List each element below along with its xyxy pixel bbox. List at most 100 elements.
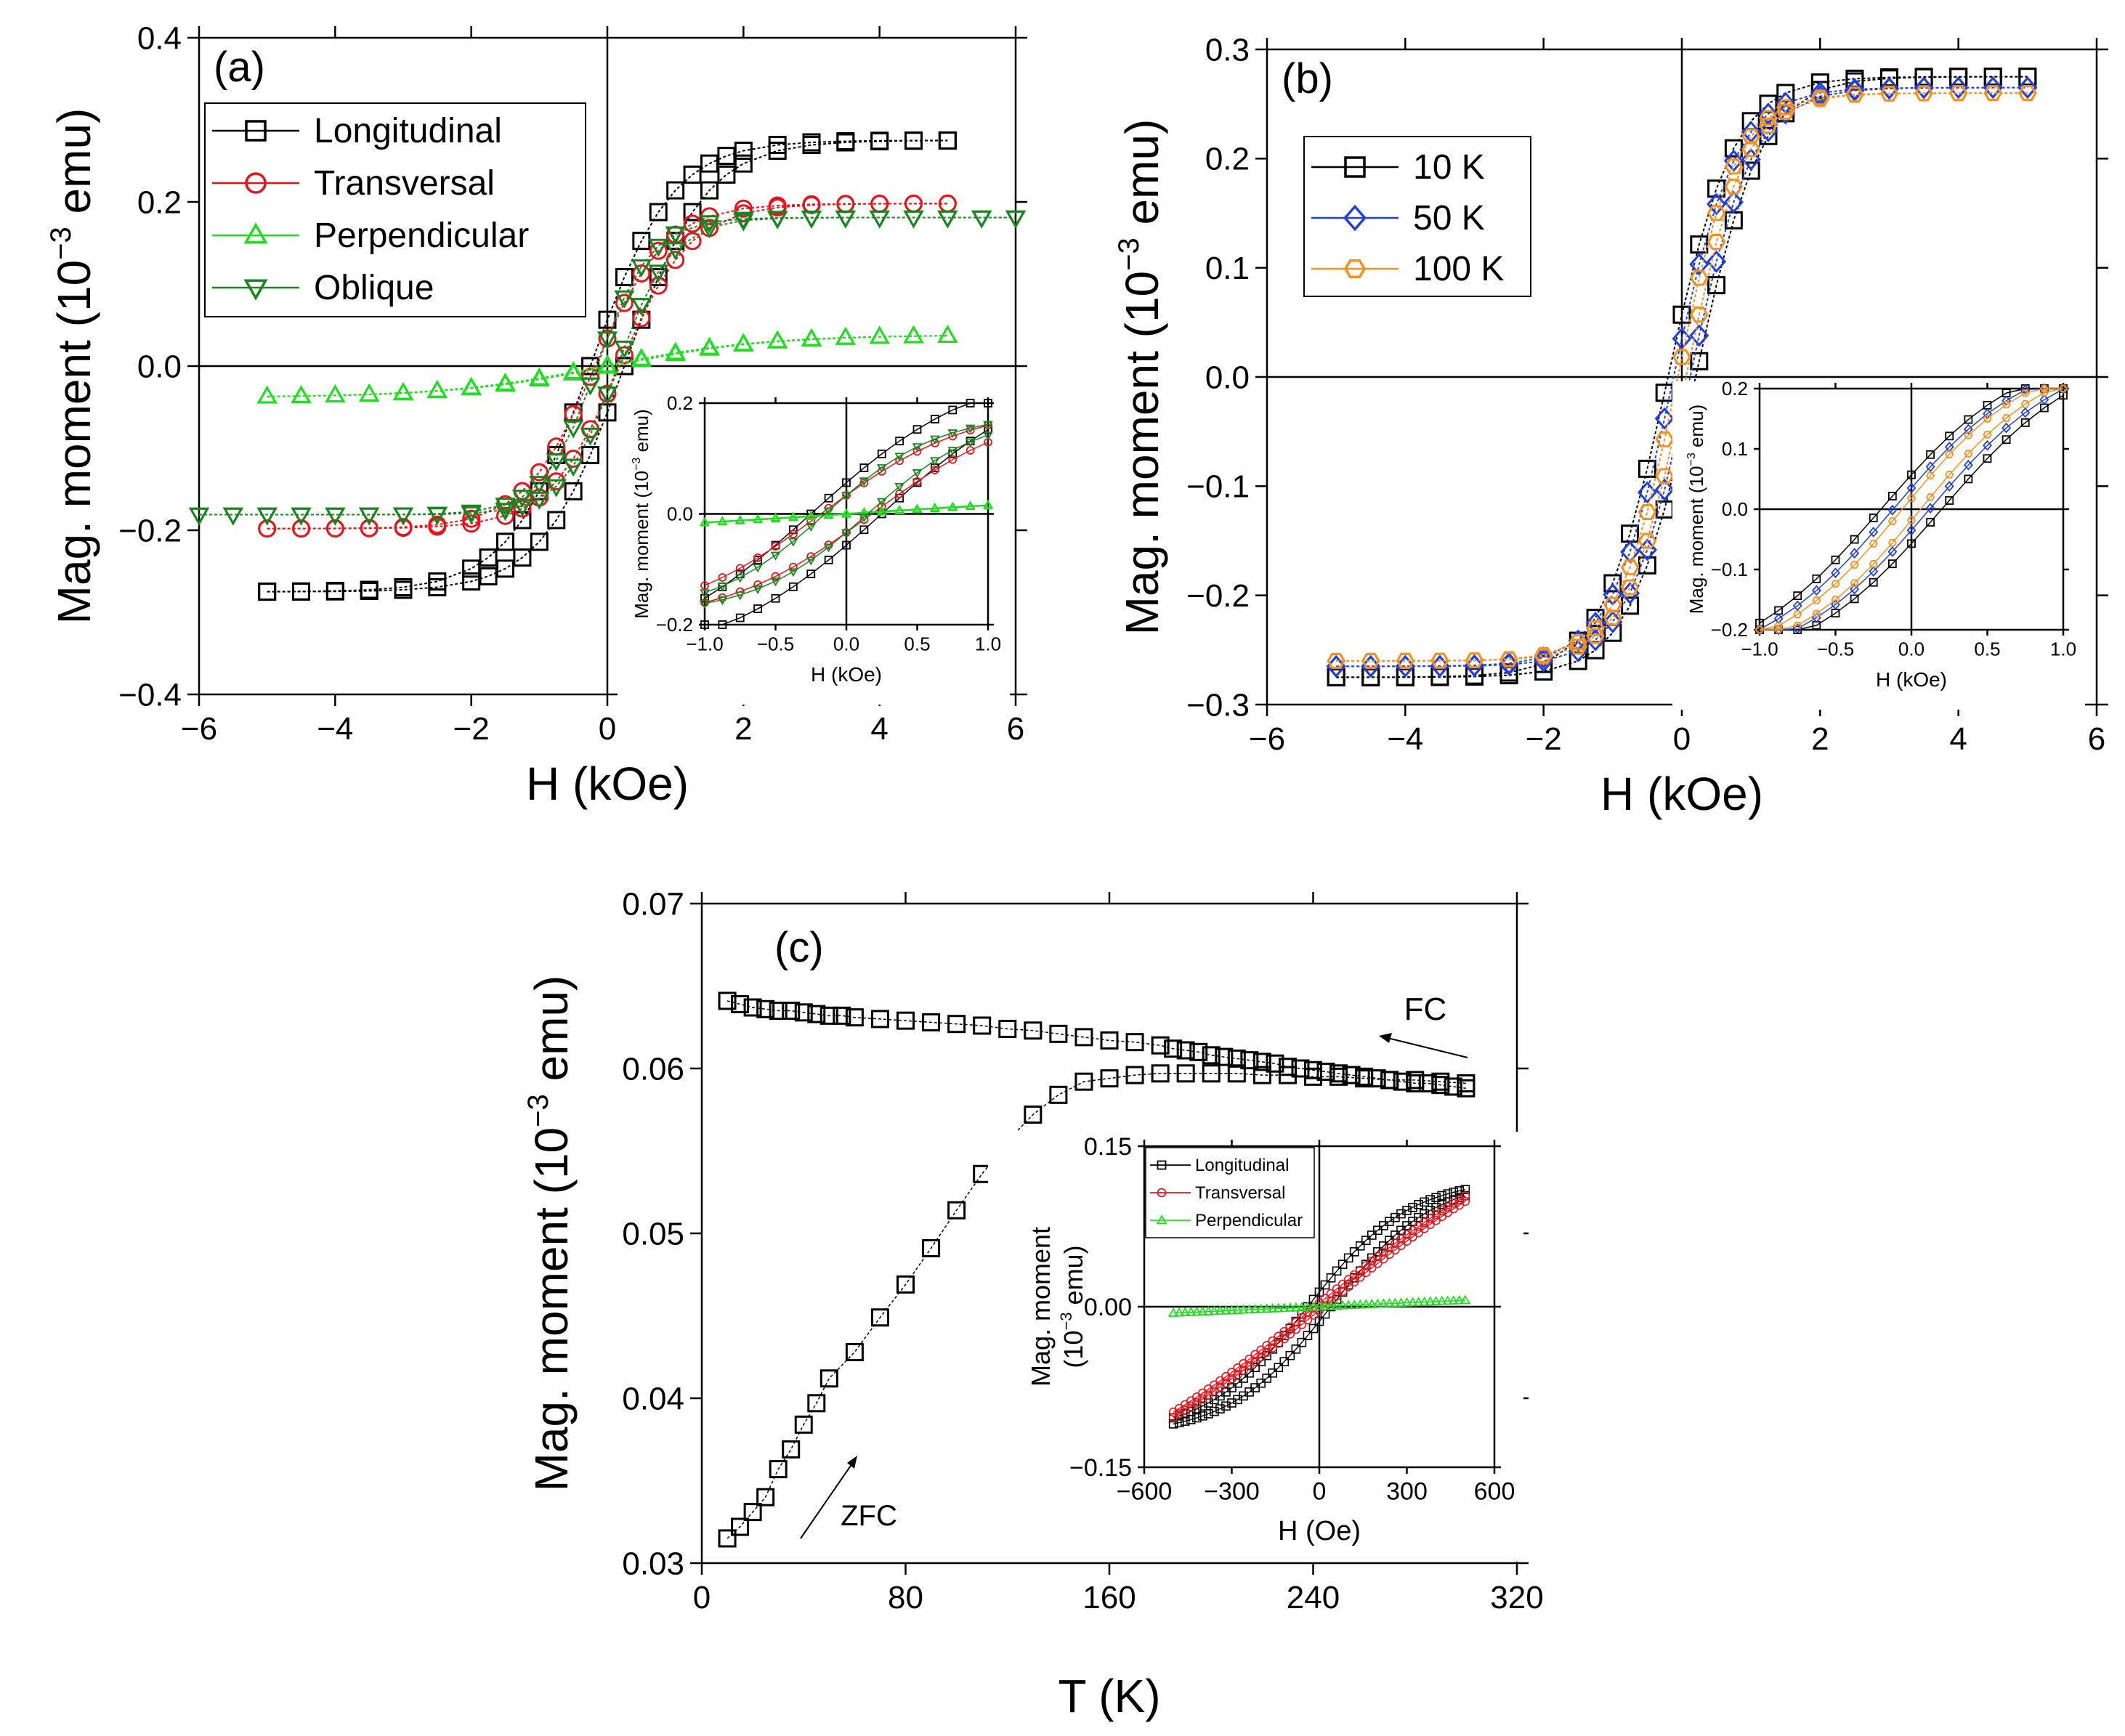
inset-data-point [1291,1344,1301,1354]
series-group [718,991,1476,1548]
inset-data-point [1279,1334,1290,1344]
data-point [1776,99,1795,115]
inset-data-point [1413,1297,1424,1306]
inset-data-point [1906,494,1916,503]
data-point [1603,574,1622,593]
data-point [1100,1031,1119,1050]
inset-data-point [770,551,781,561]
fc-annotation: FC [1404,991,1447,1027]
y-tick-label: −0.1 [1186,469,1250,505]
inset-y-axis-label: Mag. moment (10−3 emu) [631,409,652,618]
inset-data-point [1385,1236,1394,1245]
inset-background [1672,381,2085,710]
data-point [756,1488,775,1506]
inset-data-point [930,415,939,423]
inset-data-point [1186,1307,1197,1316]
legend: Longitudinal Transversal Perpendicular Obli… [204,102,586,317]
inset-data-point [912,504,923,514]
data-point [580,427,601,446]
inset-series-group [1168,1185,1470,1429]
inset-data-point [1964,474,1973,484]
data-point [426,380,448,399]
x-tick-label: 0.5 [1974,638,2000,660]
data-point [360,519,379,538]
inset-data-point [965,438,976,447]
inset-data-point [1349,1247,1359,1257]
inset-data-point [1180,1416,1190,1426]
data-point [614,290,635,309]
inset-data-point [1887,517,1897,525]
data-point [768,198,787,217]
inset: −1.0 −0.5 0.0 0.5 1.0 −0.2 0.0 0.2 H (kOe) Mag. m… [618,392,1010,705]
inset-data-point [753,553,763,562]
inset-data-point [841,508,851,518]
inset-data-point [1303,1307,1313,1318]
inset-data-point [1402,1236,1412,1246]
inset-data-point [1314,1287,1324,1297]
x-tick-label: −600 [1117,1478,1173,1506]
inset-data-point [1443,1197,1453,1207]
inset-data-point [984,425,992,434]
data-point [291,385,312,404]
y-tick-label: −0.2 [656,614,693,636]
data-point [947,1015,966,1034]
inset-data-point [1261,1303,1272,1313]
y-axis-label: Mag. moment (10−3 emu) [1113,119,1168,636]
inset-data-point [1285,1329,1295,1339]
inset-data-point [1887,546,1898,557]
legend-marker [1343,259,1367,279]
panel-label: (b) [1282,55,1333,102]
data-point [922,1013,941,1031]
y-tick-label: 0.1 [1205,251,1250,286]
inset-data-point [823,543,834,553]
data-point [1879,85,1899,102]
inset-data-point [1326,1273,1336,1283]
data-point [1327,652,1345,669]
inset-data-point [1343,1281,1353,1291]
inset-data-point [1244,1368,1254,1378]
data-point [649,276,668,295]
data-point [767,330,788,349]
data-point [683,203,702,222]
data-point [1707,250,1727,273]
inset-series-line [1760,388,2064,630]
inset-data-point [1460,1196,1470,1206]
inset-data-point [1303,1315,1313,1325]
data-point [292,582,310,601]
inset-data-point [1239,1358,1248,1368]
inset-data-point [1186,1415,1196,1424]
data-point [598,310,617,329]
legend-frame [1303,136,1531,297]
inset-data-point [806,556,817,566]
inset-data-point [1279,1326,1290,1337]
inset-data-point [894,483,904,492]
x-tick-label: 0 [693,1580,711,1615]
data-point [1638,556,1656,575]
data-point [1741,161,1760,180]
data-point [733,213,754,232]
data-point [904,131,923,150]
data-point [581,445,600,464]
inset-data-point [1431,1193,1441,1202]
data-point [392,382,414,401]
data-point [1741,141,1760,158]
data-point [718,1529,737,1548]
x-tick-label: 1.0 [2050,638,2076,660]
data-point [1983,76,2003,100]
inset-data-point [1983,454,1992,463]
inset-data-point [859,463,869,472]
inset-data-point [1945,471,1954,479]
x-tick-label: 6 [1007,711,1024,747]
inset-data-point [2058,384,2068,393]
data-point [614,340,635,359]
inset-data-point [1396,1241,1406,1250]
inset-data-point [771,593,780,603]
data-point [291,507,312,526]
data-point [1654,478,1675,501]
data-point [529,368,550,387]
inset-data-point [700,517,710,527]
inset-data-point [1944,481,1954,492]
inset-data-point [1925,461,1935,472]
data-point [802,136,821,155]
x-tick-label: 0.0 [833,633,859,654]
